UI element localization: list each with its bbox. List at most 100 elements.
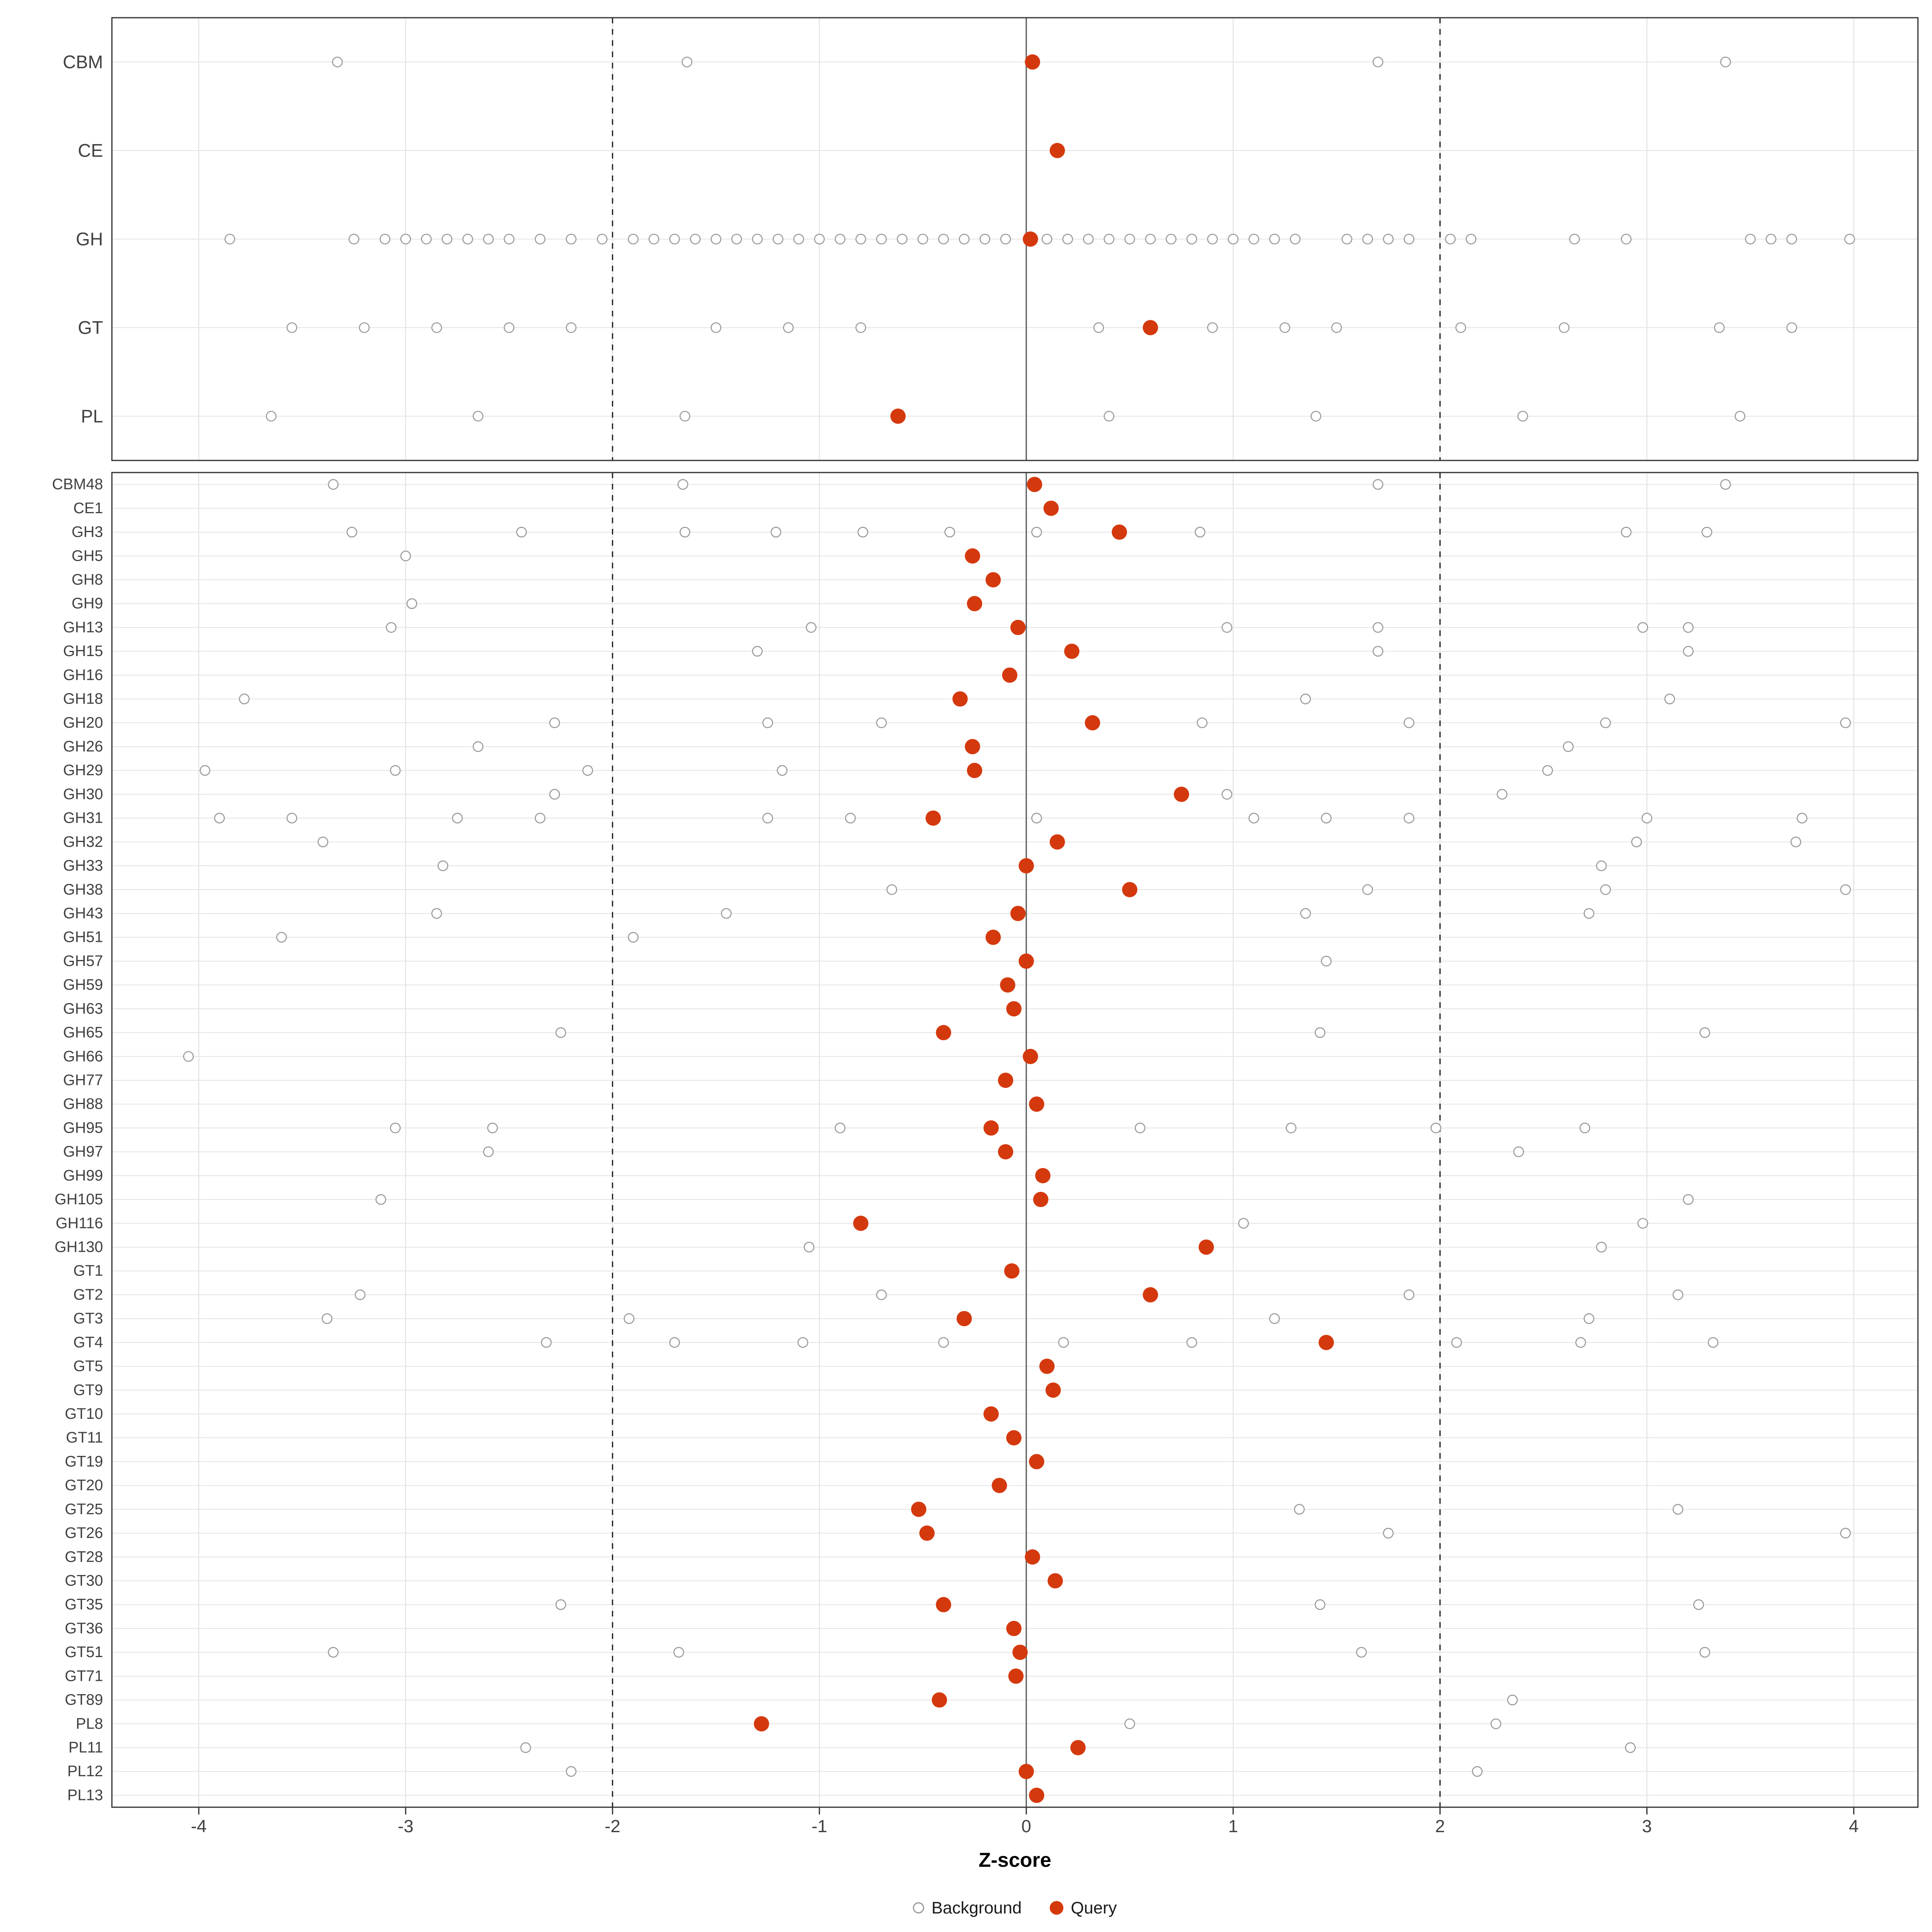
query-point — [1006, 1001, 1022, 1017]
background-point — [690, 233, 701, 245]
axis-tick-label: -4 — [191, 1816, 206, 1836]
query-point — [1010, 906, 1026, 921]
background-point — [597, 233, 608, 245]
background-point — [1294, 1504, 1305, 1515]
row-label: GH — [76, 229, 103, 250]
row-label: GT11 — [66, 1429, 103, 1446]
background-point — [1579, 1123, 1590, 1133]
background-point — [886, 884, 897, 895]
background-point — [1321, 813, 1332, 824]
background-point — [1637, 622, 1648, 633]
background-point — [1600, 717, 1611, 729]
background-point — [897, 233, 908, 245]
background-point — [681, 56, 693, 68]
row-label: GH63 — [63, 1000, 103, 1017]
panel-background — [112, 473, 1918, 1807]
background-point — [322, 1313, 332, 1324]
row-label: GH3 — [72, 524, 103, 541]
background-point — [1300, 908, 1311, 919]
row-label: GT35 — [65, 1596, 103, 1613]
open-circle-icon — [913, 1902, 925, 1913]
query-point — [1008, 1668, 1024, 1684]
row-label: GT51 — [65, 1644, 103, 1661]
background-point — [623, 1313, 635, 1324]
background-point — [1699, 1027, 1710, 1038]
query-point — [1198, 1239, 1214, 1255]
query-point — [985, 929, 1001, 945]
background-point — [1311, 411, 1321, 422]
query-point — [1006, 1430, 1022, 1446]
background-point — [483, 233, 494, 245]
background-point — [1600, 884, 1611, 895]
row-label: CBM48 — [52, 476, 103, 493]
row-label: PL13 — [67, 1787, 103, 1804]
row-label: GT30 — [65, 1572, 103, 1589]
background-point — [1383, 1527, 1394, 1539]
background-point — [1286, 1123, 1296, 1133]
row-label: GH51 — [63, 929, 103, 946]
background-point — [1490, 1718, 1501, 1730]
background-point — [438, 860, 448, 871]
background-point — [1228, 233, 1239, 245]
background-point — [349, 233, 359, 245]
background-point — [855, 233, 866, 245]
background-point — [1583, 908, 1595, 919]
background-point — [876, 1289, 887, 1300]
background-point — [938, 1337, 949, 1348]
background-point — [1404, 717, 1414, 729]
background-point — [1222, 622, 1232, 633]
query-point — [936, 1025, 952, 1040]
background-point — [1248, 813, 1259, 824]
query-point — [956, 1311, 972, 1327]
background-point — [224, 233, 235, 245]
axis-tick-label: 2 — [1435, 1816, 1445, 1836]
background-point — [1062, 233, 1073, 245]
query-point — [1047, 1573, 1063, 1589]
row-label: GT4 — [73, 1334, 103, 1351]
background-point — [1472, 1766, 1483, 1777]
background-point — [776, 765, 788, 776]
row-label: GT28 — [65, 1548, 103, 1565]
background-point — [386, 622, 397, 633]
query-point — [1039, 1358, 1055, 1374]
background-point — [390, 765, 401, 776]
background-point — [473, 411, 484, 422]
background-point — [1195, 526, 1205, 538]
query-point — [952, 691, 968, 707]
background-point — [1786, 233, 1797, 245]
row-label: GH31 — [63, 810, 103, 827]
background-point — [805, 622, 817, 633]
background-point — [1373, 646, 1383, 657]
query-point — [1112, 524, 1127, 540]
background-point — [1404, 1289, 1414, 1300]
row-label: GH88 — [63, 1096, 103, 1113]
background-point — [1631, 836, 1642, 848]
row-label: GT10 — [65, 1406, 103, 1422]
query-point — [1143, 320, 1158, 335]
background-point — [1620, 526, 1632, 538]
background-point — [1693, 1599, 1704, 1610]
query-point — [1045, 1382, 1061, 1398]
axis-tick-label: 3 — [1642, 1816, 1651, 1836]
row-label: GH32 — [63, 834, 103, 850]
background-point — [1517, 411, 1528, 422]
background-point — [1664, 694, 1675, 704]
query-point — [1029, 1454, 1044, 1470]
query-point — [919, 1525, 935, 1541]
background-point — [276, 932, 287, 943]
query-point — [890, 409, 906, 424]
background-point — [1279, 322, 1290, 333]
query-point — [1029, 1096, 1044, 1112]
background-point — [1840, 1527, 1851, 1539]
background-point — [1734, 411, 1746, 422]
query-point — [925, 810, 941, 826]
row-label: GH15 — [63, 643, 103, 660]
background-point — [1238, 1218, 1249, 1229]
query-point — [1010, 619, 1026, 635]
background-point — [328, 1647, 339, 1658]
background-point — [679, 411, 691, 422]
background-point — [1765, 233, 1777, 245]
row-label: GT5 — [73, 1358, 103, 1375]
row-label: GH30 — [63, 786, 103, 803]
panel-border — [111, 472, 1919, 1808]
